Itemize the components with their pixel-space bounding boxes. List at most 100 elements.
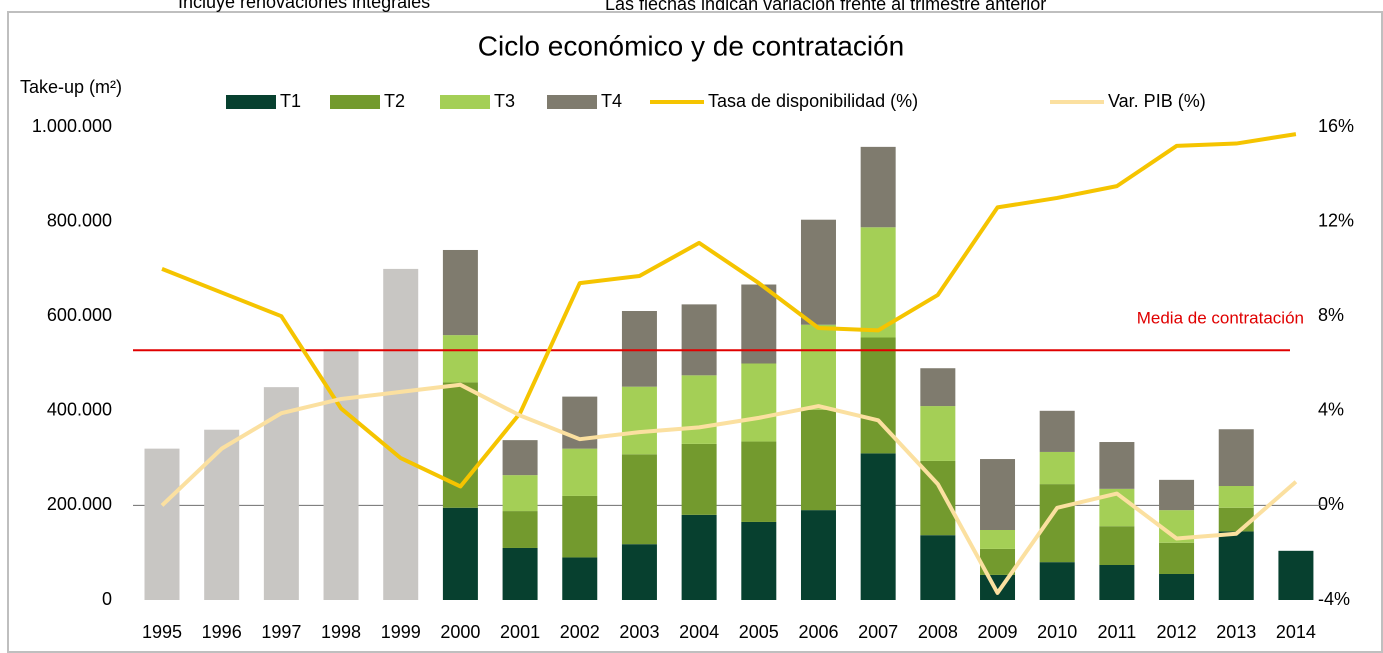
bar-segment: [502, 511, 538, 548]
y2-tick-label: 8%: [1318, 305, 1344, 325]
line-series: [160, 382, 1298, 595]
bar-segment: [800, 409, 836, 511]
chart-title: Ciclo económico y de contratación: [478, 30, 904, 61]
y-tick-label: 0: [102, 589, 112, 609]
bar-segment: [1099, 564, 1135, 600]
bar-segment: [562, 495, 598, 558]
bar-segment: [741, 521, 777, 600]
x-tick-label: 2003: [619, 622, 659, 642]
bar-segment: [920, 368, 956, 407]
bar-segment: [800, 219, 836, 325]
legend-label: T3: [494, 91, 515, 111]
x-tick-label: 2001: [500, 622, 540, 642]
bar-segment: [920, 406, 956, 461]
x-tick-label: 2011: [1098, 622, 1137, 642]
y2-tick-label: -4%: [1318, 589, 1350, 609]
bar-segment: [1159, 479, 1195, 511]
y2-tick-label: 0%: [1318, 494, 1344, 514]
x-tick-label: 1996: [202, 622, 242, 642]
bar-segment: [800, 510, 836, 600]
bar-segment: [1039, 451, 1075, 485]
legend-swatch: [440, 95, 490, 109]
legend-label: T2: [384, 91, 405, 111]
legend-swatch: [226, 95, 276, 109]
y-tick-label: 200.000: [47, 494, 112, 514]
x-tick-label: 2002: [560, 622, 600, 642]
bar-segment: [1218, 531, 1254, 600]
bar-segment: [860, 227, 896, 338]
y2-tick-label: 4%: [1318, 400, 1344, 420]
bar-segment: [502, 547, 538, 600]
bar-segment: [741, 441, 777, 522]
bar-segment: [681, 514, 717, 600]
legend-swatch: [330, 95, 380, 109]
bar-segment: [681, 304, 717, 376]
y-axis-label: Take-up (m²): [20, 77, 122, 97]
x-tick-label: 2005: [739, 622, 779, 642]
bar-segment: [1218, 486, 1254, 508]
x-tick-label: 2000: [440, 622, 480, 642]
bar-segment: [1039, 562, 1075, 600]
bar-segment: [1159, 542, 1195, 574]
annotation: Las flechas indican variación frente al …: [605, 0, 1046, 14]
bar-segment: [1099, 442, 1135, 489]
bar-segment: [681, 443, 717, 515]
bar-segment: [442, 249, 478, 336]
bar-segment: [980, 529, 1016, 549]
bar-segment: [860, 453, 896, 600]
bar-segment: [621, 454, 657, 545]
bar-segment: [621, 310, 657, 387]
legend-label: T1: [280, 91, 301, 111]
x-tick-label: 2006: [798, 622, 838, 642]
x-tick-label: 1997: [261, 622, 301, 642]
x-tick-label: 2008: [918, 622, 958, 642]
bar-segment: [1099, 526, 1135, 565]
bar-segment: [263, 387, 299, 600]
annotation: Incluye renovaciones integrales: [178, 0, 430, 12]
x-tick-label: 2013: [1216, 622, 1256, 642]
bar-segment: [442, 335, 478, 383]
bar-segment: [1278, 550, 1314, 600]
y-tick-label: 600.000: [47, 305, 112, 325]
reference-label: Media de contratación: [1137, 309, 1304, 328]
bar-segment: [204, 429, 240, 600]
y-tick-label: 1.000.000: [32, 116, 112, 136]
x-tick-label: 1995: [142, 622, 182, 642]
bar-segment: [621, 386, 657, 455]
x-tick-label: 2004: [679, 622, 719, 642]
line-series: [161, 132, 1297, 489]
y2-tick-label: 16%: [1318, 116, 1354, 136]
bar-segment: [144, 448, 180, 600]
bar-segment: [980, 459, 1016, 530]
bar-segment: [681, 375, 717, 444]
legend-label: Var. PIB (%): [1108, 91, 1206, 111]
bar-segment: [383, 268, 419, 600]
legend-label: Tasa de disponibilidad (%): [708, 91, 918, 111]
x-tick-label: 1999: [381, 622, 421, 642]
bar-segment: [860, 146, 896, 228]
legend-label: T4: [601, 91, 622, 111]
legend-swatch: [547, 95, 597, 109]
x-tick-label: 2007: [858, 622, 898, 642]
x-tick-label: 2014: [1276, 622, 1316, 642]
bar-segment: [442, 507, 478, 600]
bar-segment: [800, 324, 836, 410]
bar-segment: [502, 440, 538, 476]
x-tick-label: 2009: [977, 622, 1017, 642]
bar-segment: [1039, 410, 1075, 452]
y2-tick-label: 12%: [1318, 210, 1354, 230]
x-tick-label: 2010: [1037, 622, 1077, 642]
bar-segment: [741, 363, 777, 442]
bar-segment: [442, 382, 478, 508]
x-tick-label: 2012: [1157, 622, 1197, 642]
y-tick-label: 800.000: [47, 210, 112, 230]
bar-segment: [502, 475, 538, 512]
bar-segment: [621, 544, 657, 600]
chart-border: [7, 11, 1383, 653]
bar-segment: [741, 284, 777, 364]
x-tick-label: 1998: [321, 622, 361, 642]
bar-segment: [1218, 507, 1254, 532]
bar-segment: [1218, 429, 1254, 487]
y-tick-label: 400.000: [47, 400, 112, 420]
